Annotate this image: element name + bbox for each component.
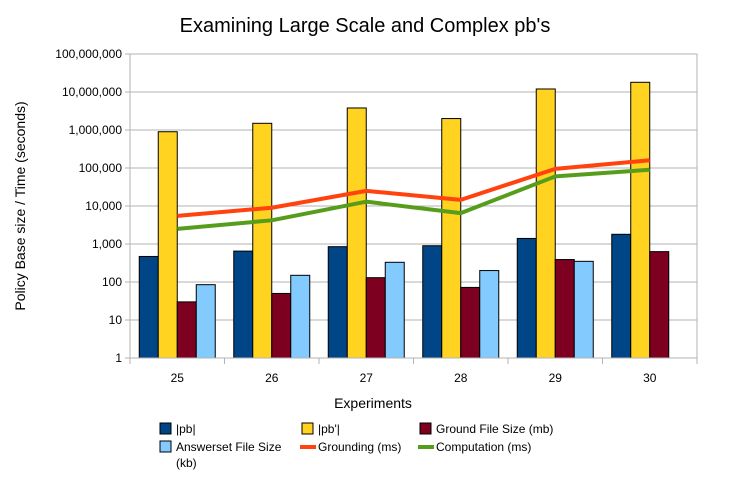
bar: [233, 250, 254, 359]
x-tick-label: 26: [265, 371, 279, 385]
bar: [290, 274, 311, 359]
y-tick-label: 100,000: [79, 161, 123, 175]
bar: [195, 284, 216, 359]
chart-title: Examining Large Scale and Complex pb's: [180, 15, 551, 37]
legend-label: Ground File Size (mb): [436, 422, 553, 436]
bar: [365, 277, 386, 359]
series-line: [177, 158, 650, 218]
y-tick-label: 1: [115, 351, 122, 365]
legend-item: Answerset File Size (kb): [159, 440, 282, 470]
bar: [649, 251, 670, 359]
legend-item: |pb|: [159, 422, 196, 436]
bar: [611, 233, 632, 359]
legend-item: Computation (ms): [418, 440, 531, 454]
bar: [138, 255, 159, 359]
y-tick-label: 10,000: [85, 199, 122, 213]
bar: [422, 245, 443, 359]
x-tick-label: 30: [643, 371, 657, 385]
bar: [327, 246, 348, 359]
bar: [384, 261, 405, 359]
bar: [573, 260, 594, 359]
legend: |pb| |pb'| Ground File Size (mb) Answerset …: [159, 422, 553, 470]
axes: 1 10 100 1,000 10,000 100,000 1,000,000 10,000,…: [55, 47, 698, 385]
legend-label: Answerset File Size: [176, 440, 282, 454]
legend-label: |pb'|: [318, 422, 340, 436]
legend-label: (kb): [176, 456, 197, 470]
bar: [630, 81, 651, 359]
y-tick-label: 1,000: [92, 237, 122, 251]
legend-item: |pb'|: [301, 422, 340, 436]
legend-swatch: [301, 422, 314, 435]
x-tick-label: 28: [454, 371, 468, 385]
y-tick-label: 10,000,000: [62, 85, 122, 99]
legend-swatch: [419, 422, 432, 435]
y-tick-label: 100: [102, 275, 122, 289]
legend-swatch: [159, 422, 172, 435]
legend-label: Computation (ms): [436, 440, 531, 454]
bar: [176, 301, 197, 359]
bar: [441, 118, 462, 359]
legend-label: |pb|: [176, 422, 196, 436]
bar: [460, 286, 481, 359]
legend-item: Grounding (ms): [300, 440, 401, 454]
bar: [535, 88, 556, 359]
bar: [157, 131, 178, 359]
y-tick-label: 100,000,000: [55, 47, 122, 61]
series-lines: [177, 158, 650, 231]
bar: [516, 237, 537, 359]
bar: [346, 107, 367, 359]
bars: [138, 81, 670, 359]
series-line: [177, 167, 650, 231]
y-axis-label: Policy Base size / Time (seconds): [12, 101, 28, 310]
bar: [271, 292, 292, 359]
x-tick-label: 29: [549, 371, 563, 385]
x-tick-label: 25: [171, 371, 185, 385]
legend-label: Grounding (ms): [318, 440, 401, 454]
legend-item: Ground File Size (mb): [419, 422, 553, 436]
y-tick-label: 10: [109, 313, 123, 327]
legend-swatch: [159, 440, 172, 453]
bar: [479, 270, 500, 359]
bar: [554, 259, 575, 359]
bar: [252, 122, 273, 359]
x-axis-label: Experiments: [334, 395, 412, 411]
y-tick-label: 1,000,000: [69, 123, 123, 137]
x-tick-label: 27: [360, 371, 374, 385]
